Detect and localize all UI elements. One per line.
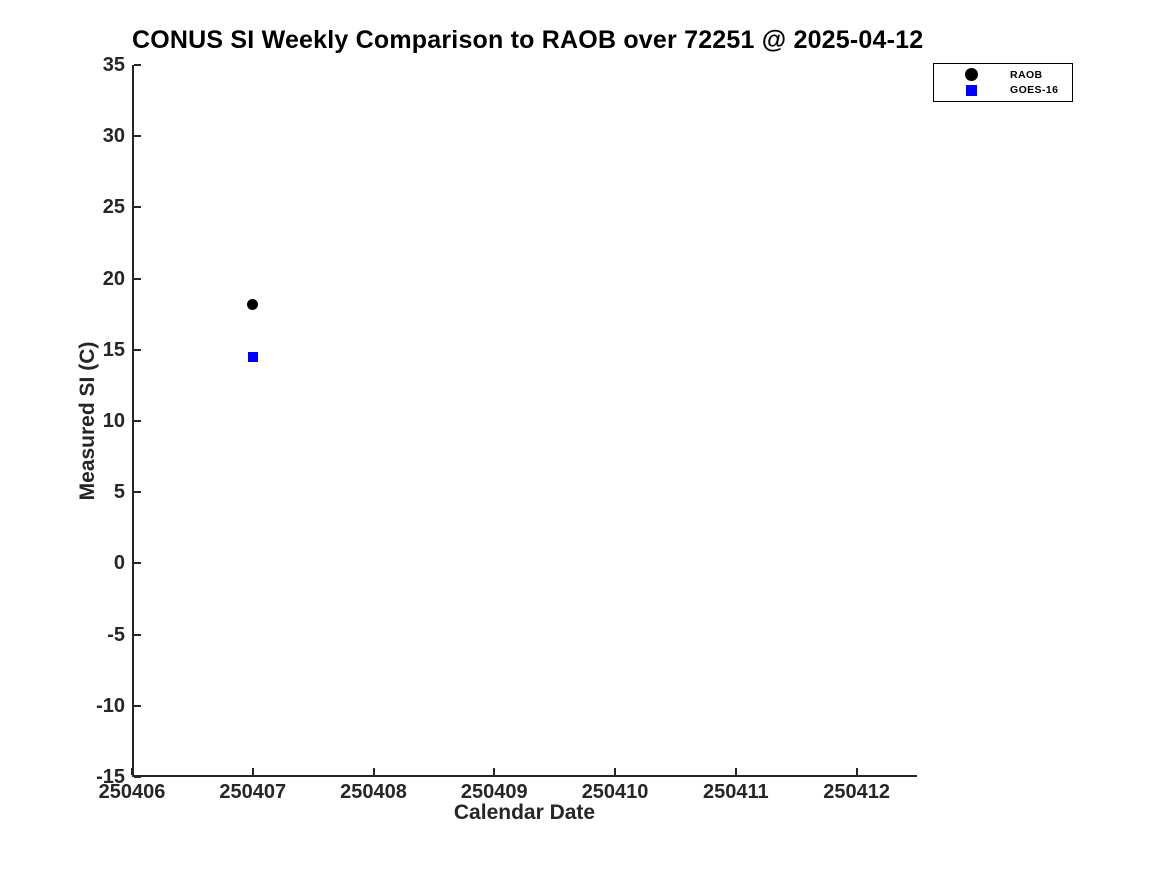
y-tick: [134, 420, 141, 422]
legend-item-goes16: GOES-16: [934, 83, 1072, 98]
legend-item-raob: RAOB: [934, 68, 1072, 83]
y-tick-label: -10: [96, 694, 125, 717]
y-tick: [134, 135, 141, 138]
y-tick-label: 5: [113, 481, 125, 504]
legend-label-goes16: GOES-16: [1010, 84, 1059, 96]
y-tick-label: 30: [102, 125, 125, 148]
x-tick: [131, 768, 133, 775]
x-tick: [855, 768, 858, 775]
x-tick-label: 250408: [340, 781, 407, 803]
y-tick: [134, 277, 141, 280]
y-tick-label: 10: [102, 410, 125, 432]
y-tick: [134, 491, 141, 494]
y-tick-label: -5: [107, 623, 125, 646]
data-point-raob: [247, 298, 259, 310]
y-tick: [134, 348, 141, 351]
y-tick-label: -15: [96, 766, 125, 788]
x-tick: [372, 768, 375, 775]
y-tick-label: 20: [102, 267, 125, 290]
legend: RAOB GOES-16: [933, 63, 1073, 102]
y-tick: [134, 562, 141, 565]
y-tick-label: 0: [113, 552, 125, 575]
y-tick: [134, 776, 141, 778]
y-tick: [134, 64, 141, 66]
y-tick: [134, 704, 141, 707]
x-tick-label: 250410: [581, 781, 649, 803]
legend-label-raob: RAOB: [1010, 69, 1043, 81]
y-tick: [134, 633, 141, 636]
x-tick-label: 250409: [460, 781, 528, 803]
y-tick-label: 25: [102, 196, 125, 219]
goes16-square-icon: [966, 85, 977, 96]
y-tick-label: 15: [102, 338, 125, 361]
y-tick: [134, 206, 141, 209]
plot-area: [132, 65, 917, 777]
data-point-goes-16: [247, 351, 258, 362]
raob-circle-icon: [965, 68, 978, 81]
y-tick-label: 35: [102, 54, 125, 76]
x-tick-label: 250407: [219, 781, 287, 803]
x-tick: [493, 768, 496, 775]
x-tick: [734, 768, 737, 775]
x-axis-label: Calendar Date: [453, 801, 596, 824]
x-tick: [251, 768, 254, 775]
x-tick-label: 250411: [703, 781, 769, 803]
x-tick: [614, 768, 617, 775]
chart-title: CONUS SI Weekly Comparison to RAOB over …: [132, 26, 924, 54]
x-tick-label: 250412: [823, 781, 890, 803]
x-tick-label: 250406: [98, 781, 166, 803]
